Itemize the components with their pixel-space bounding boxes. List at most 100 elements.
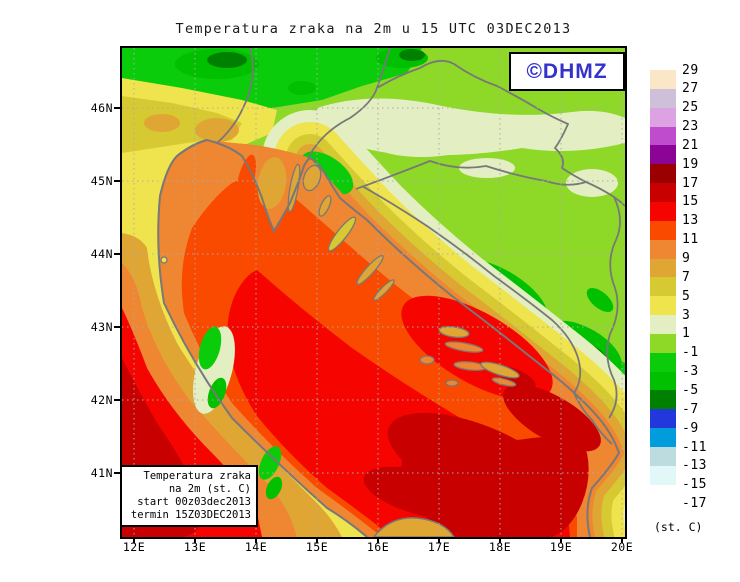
lon-label: 17E	[427, 540, 451, 554]
lon-tick	[316, 537, 318, 543]
legend-label: -3	[682, 364, 699, 380]
lat-label: 46N	[90, 101, 113, 115]
legend-label: 7	[682, 269, 691, 285]
legend-swatch	[650, 258, 676, 278]
lon-label: 13E	[183, 540, 207, 554]
legend-label: 11	[682, 232, 699, 248]
rijeka-hinterland-green	[300, 151, 354, 195]
legend-label: 25	[682, 100, 699, 116]
run-info-box: Temperatura zraka na 2m (st. C) start 00z0…	[120, 465, 258, 527]
lon-label: 20E	[610, 540, 634, 554]
legend-swatch	[650, 145, 676, 165]
legend-label: -11	[682, 439, 707, 455]
map-canvas: ©DHMZ Temperatura zraka na 2m (st. C) star…	[120, 46, 627, 539]
lat-tick	[114, 326, 120, 328]
lat-label: 44N	[90, 247, 113, 261]
legend-swatch	[650, 164, 676, 184]
dhmz-logo: ©DHMZ	[509, 52, 625, 91]
legend-swatch	[650, 201, 676, 222]
lat-tick	[114, 399, 120, 401]
legend-label: 9	[682, 251, 691, 266]
legend-swatch	[650, 220, 676, 241]
run-info-line: na 2m (st. C)	[168, 483, 251, 495]
lon-tick	[621, 537, 623, 543]
lon-label: 19E	[549, 540, 573, 554]
lon-tick	[133, 537, 135, 543]
legend-swatch	[650, 107, 676, 128]
legend-swatch	[650, 296, 676, 316]
legend-swatch	[650, 315, 676, 335]
lat-label: 43N	[90, 320, 113, 334]
legend-swatch	[650, 484, 676, 505]
legend-swatch	[650, 70, 676, 90]
lon-label: 15E	[305, 540, 329, 554]
istria-peninsula	[217, 142, 310, 231]
sava-border	[355, 160, 587, 190]
lat-tick	[114, 253, 120, 255]
lon-label: 16E	[366, 540, 390, 554]
lat-label: 42N	[90, 393, 113, 407]
gargano-peninsula	[373, 517, 455, 537]
temperature-field-map	[122, 48, 625, 537]
lon-label: 18E	[488, 540, 512, 554]
legend-label: 23	[682, 119, 699, 135]
lon-tick	[255, 537, 257, 543]
lon-label: 12E	[122, 540, 146, 554]
islands	[160, 163, 520, 387]
lon-tick	[438, 537, 440, 543]
legend-label: 5	[682, 288, 691, 304]
dhmz-logo-text: ©DHMZ	[526, 59, 608, 83]
legend-label: 3	[682, 307, 691, 323]
legend-swatch	[650, 183, 676, 203]
legend-label: 15	[682, 194, 699, 210]
legend-label: -15	[682, 477, 707, 493]
legend-swatch	[650, 409, 676, 429]
coastlines-and-borders	[157, 48, 625, 537]
legend-swatch	[650, 352, 676, 373]
chart-title: Temperatura zraka na 2m u 15 UTC 03DEC20…	[175, 21, 572, 37]
legend-label: -17	[682, 496, 707, 512]
legend-unit-label: (st. C)	[654, 520, 703, 534]
legend-label: 29	[682, 62, 699, 78]
color-legend: 29 27 25 23 21 19 17 15 13 11 9 7 5 3 1 -1 -3 -5 -7 -9 -11 -1…	[650, 63, 740, 540]
legend-label: 17	[682, 175, 699, 191]
legend-label: 19	[682, 156, 699, 172]
pannonian-mild-region	[317, 98, 625, 197]
legend-label: -13	[682, 458, 707, 474]
croatian-coastline	[176, 138, 621, 537]
run-info-line: termin 15Z03DEC2013	[130, 509, 251, 521]
legend-label: 27	[682, 81, 699, 97]
austria-border	[376, 48, 391, 89]
legend-swatch	[650, 277, 676, 297]
legend-label: 13	[682, 213, 699, 229]
run-info-line: start 00z03dec2013	[137, 496, 251, 508]
legend-swatch	[650, 88, 676, 109]
lat-tick	[114, 107, 120, 109]
legend-label: -5	[682, 382, 699, 398]
legend-swatch	[650, 390, 676, 410]
legend-swatch	[650, 428, 676, 448]
legend-swatch	[650, 465, 676, 486]
legend-swatch	[650, 239, 676, 259]
lat-label: 45N	[90, 174, 113, 188]
legend-label: -9	[682, 420, 699, 436]
lon-tick	[194, 537, 196, 543]
lat-tick	[114, 180, 120, 182]
lat-label: 41N	[90, 466, 113, 480]
serbia-border	[606, 196, 621, 419]
lon-label: 14E	[244, 540, 268, 554]
graticule-gridlines	[122, 48, 625, 537]
lon-tick	[560, 537, 562, 543]
italian-coastline	[157, 139, 368, 537]
north-cold-region	[122, 48, 428, 143]
legend-label: -7	[682, 401, 699, 417]
legend-label: 21	[682, 137, 699, 153]
legend-swatch	[650, 333, 676, 354]
legend-swatch	[650, 447, 676, 467]
lat-tick	[114, 472, 120, 474]
lon-tick	[377, 537, 379, 543]
run-info-line: Temperatura zraka	[143, 470, 251, 482]
legend-swatch	[650, 371, 676, 391]
legend-label: 1	[682, 326, 691, 342]
